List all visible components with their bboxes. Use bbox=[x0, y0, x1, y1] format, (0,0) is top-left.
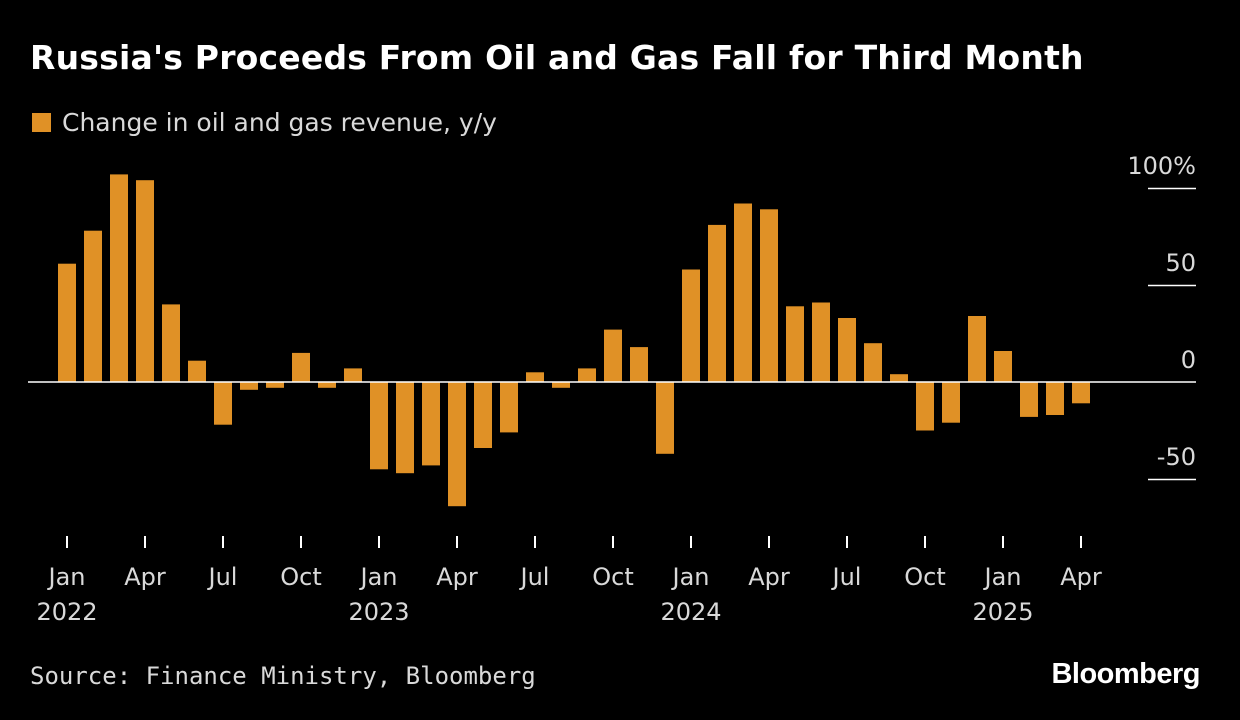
legend-swatch bbox=[32, 113, 51, 132]
bar-2023-10 bbox=[604, 329, 622, 382]
bar-2023-03 bbox=[422, 382, 440, 466]
bar-2022-11 bbox=[318, 382, 336, 388]
x-tick-label-month: Jan bbox=[47, 563, 86, 591]
bar-2022-09 bbox=[266, 382, 284, 388]
bar-2022-03 bbox=[110, 174, 128, 382]
y-axis: 100% 50 0 -50 bbox=[28, 152, 1196, 481]
bar-2024-05 bbox=[786, 306, 804, 382]
bar-2023-05 bbox=[474, 382, 492, 448]
bar-2022-08 bbox=[240, 382, 258, 390]
legend-label: Change in oil and gas revenue, y/y bbox=[62, 108, 497, 137]
x-tick-label-month: Jan bbox=[671, 563, 710, 591]
bar-2022-10 bbox=[292, 352, 310, 382]
bar-2025-04 bbox=[1072, 382, 1090, 404]
bar-2024-06 bbox=[812, 302, 830, 382]
source-note: Source: Finance Ministry, Bloomberg bbox=[30, 662, 536, 690]
bar-2024-04 bbox=[760, 209, 778, 382]
x-tick-label-month: Apr bbox=[124, 563, 166, 591]
x-tick-label-month: Apr bbox=[1060, 563, 1102, 591]
bar-2025-02 bbox=[1020, 382, 1038, 417]
bar-2024-03 bbox=[734, 203, 752, 382]
bar-2023-02 bbox=[396, 382, 414, 474]
x-tick-label-month: Oct bbox=[280, 563, 322, 591]
x-tick-label-year: 2024 bbox=[660, 598, 721, 626]
y-tick-label: 50 bbox=[1165, 249, 1196, 277]
x-tick-label-month: Oct bbox=[592, 563, 634, 591]
y-tick-label: 0 bbox=[1181, 346, 1196, 374]
x-axis: Jan 2022 Apr Jul Oct Jan 2023 Apr Jul Oct Jan 2024 A… bbox=[36, 536, 1102, 626]
x-tick-label-month: Oct bbox=[904, 563, 946, 591]
bar-2022-07 bbox=[214, 382, 232, 425]
x-tick-label-year: 2025 bbox=[972, 598, 1033, 626]
chart-title: Russia's Proceeds From Oil and Gas Fall … bbox=[30, 38, 1084, 77]
bar-2024-11 bbox=[942, 382, 960, 423]
bar-2024-01 bbox=[682, 269, 700, 382]
brand-logo: Bloomberg bbox=[1051, 658, 1200, 690]
x-tick-label-year: 2023 bbox=[348, 598, 409, 626]
bar-2023-07 bbox=[526, 372, 544, 382]
bar-2023-09 bbox=[578, 368, 596, 382]
bar-2023-08 bbox=[552, 382, 570, 388]
bars-group bbox=[58, 174, 1090, 507]
bar-2024-02 bbox=[708, 224, 726, 382]
x-tick-label-month: Jul bbox=[207, 563, 238, 591]
bar-2024-07 bbox=[838, 318, 856, 382]
x-tick-label-month: Jul bbox=[519, 563, 550, 591]
bar-2023-01 bbox=[370, 382, 388, 470]
bar-2022-05 bbox=[162, 304, 180, 382]
chart-legend: Change in oil and gas revenue, y/y bbox=[32, 108, 497, 137]
x-tick-label-month: Jan bbox=[359, 563, 398, 591]
bar-2024-12 bbox=[968, 316, 986, 382]
x-tick-label-month: Jan bbox=[983, 563, 1022, 591]
bar-2025-01 bbox=[994, 351, 1012, 382]
x-tick-label-year: 2022 bbox=[36, 598, 97, 626]
bar-2022-01 bbox=[58, 263, 76, 382]
x-tick-label-month: Apr bbox=[748, 563, 790, 591]
bar-2022-12 bbox=[344, 368, 362, 382]
y-tick-label: -50 bbox=[1157, 443, 1196, 471]
bar-2022-06 bbox=[188, 360, 206, 382]
x-tick-label-month: Apr bbox=[436, 563, 478, 591]
bar-2024-09 bbox=[890, 374, 908, 382]
bar-2024-08 bbox=[864, 343, 882, 382]
bar-2023-04 bbox=[448, 382, 466, 507]
bar-2022-04 bbox=[136, 180, 154, 382]
x-tick-label-month: Jul bbox=[831, 563, 862, 591]
y-tick-label: 100% bbox=[1127, 152, 1196, 180]
bar-2023-06 bbox=[500, 382, 518, 433]
bar-2025-03 bbox=[1046, 382, 1064, 415]
bar-2024-10 bbox=[916, 382, 934, 431]
bar-2022-02 bbox=[84, 230, 102, 382]
bar-2023-11 bbox=[630, 347, 648, 382]
bar-2023-12 bbox=[656, 382, 674, 454]
